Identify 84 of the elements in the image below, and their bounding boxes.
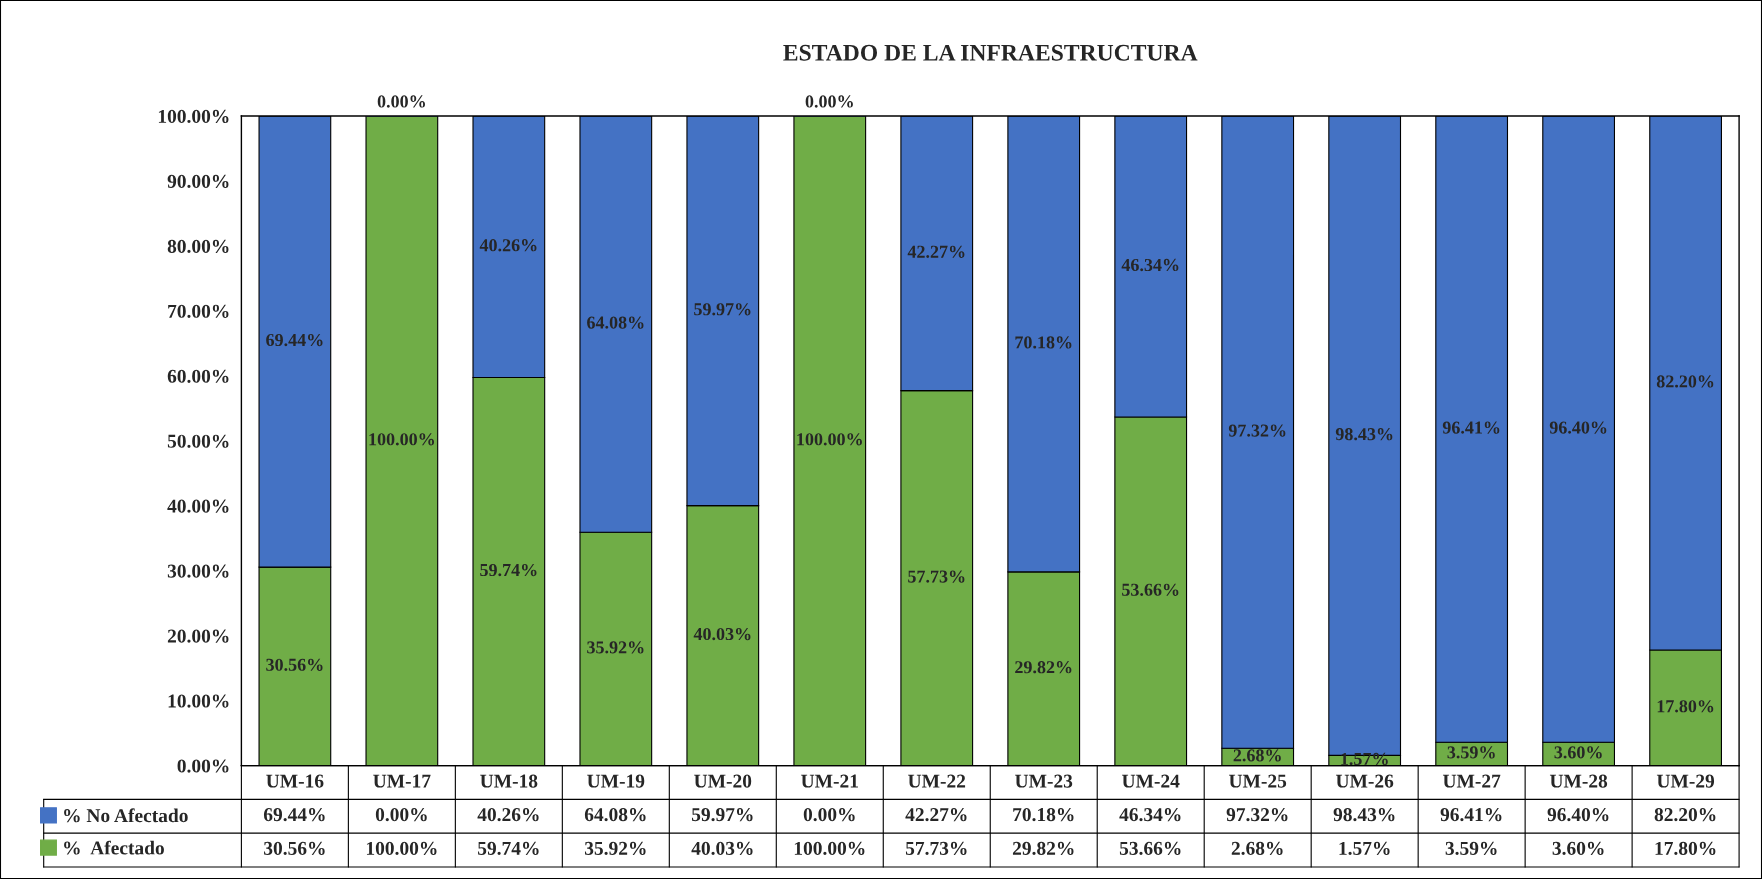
data-label: 59.97%: [691, 808, 753, 822]
text: 2.68%: [1233, 749, 1281, 762]
text: 3.59%: [1447, 746, 1495, 759]
y-tick-label: 50.00%: [167, 434, 229, 448]
y-tick-label: 100.00%: [158, 109, 229, 124]
data-label: 40.03%: [691, 841, 753, 856]
text: 46.34%: [1121, 258, 1179, 272]
data-label: 29.82%: [1012, 841, 1074, 856]
data-label: 69.44%: [263, 808, 325, 822]
text: 97.32%: [1228, 424, 1286, 437]
text: 40.03%: [693, 627, 751, 641]
data-label: 30.56%: [264, 841, 325, 856]
text: 30.56%: [266, 658, 323, 671]
data-label: 96.40%: [1547, 808, 1609, 822]
text: 96.41%: [1442, 421, 1500, 434]
x-tick-label: UM-25: [1229, 774, 1287, 788]
text: 29.82%: [1015, 661, 1072, 674]
x-tick-label: UM-18: [480, 774, 538, 788]
data-label: 3.59%: [1445, 841, 1497, 856]
data-label: 46.34%: [1119, 808, 1181, 822]
chart-title: ESTADO DE LA INFRAESTRUCTURA: [783, 44, 1198, 61]
data-label: 2.68%: [1231, 841, 1283, 856]
y-tick-label: 60.00%: [167, 369, 229, 383]
text: 82.20%: [1656, 375, 1714, 388]
data-label: 53.66%: [1119, 841, 1181, 856]
x-tick-label: UM-23: [1015, 774, 1073, 788]
x-tick-label: UM-19: [587, 774, 645, 788]
data-label: 17.80%: [1655, 841, 1716, 856]
y-tick-label: 10.00%: [168, 694, 229, 708]
text: 42.27%: [907, 245, 965, 258]
text: 0.00%: [805, 95, 853, 108]
data-label: 0.00%: [375, 808, 427, 822]
text: 64.08%: [587, 316, 644, 329]
text: 59.97%: [694, 303, 751, 316]
x-tick-label: UM-26: [1335, 774, 1394, 788]
data-label: 100.00%: [794, 841, 865, 856]
text: 100.00%: [369, 433, 435, 446]
data-label: 97.32%: [1226, 808, 1288, 822]
y-tick-label: 20.00%: [167, 629, 229, 643]
data-label: 70.18%: [1013, 808, 1074, 822]
data-label: 57.73%: [905, 841, 967, 856]
text: 53.66%: [1122, 583, 1179, 596]
text: 98.43%: [1335, 428, 1393, 441]
x-tick-label: UM-24: [1122, 774, 1180, 788]
data-label: 3.60%: [1552, 841, 1604, 856]
data-label: 35.92%: [584, 841, 646, 856]
text: 0.00%: [377, 95, 425, 108]
text: 3.60%: [1554, 746, 1602, 759]
x-tick-label: UM-28: [1549, 774, 1608, 788]
y-tick-label: 70.00%: [168, 304, 229, 318]
y-tick-label: 30.00%: [167, 564, 229, 578]
legend-label: % No Afectado: [64, 808, 188, 823]
legend-label: % Afectado: [64, 840, 164, 855]
data-label: 42.27%: [905, 808, 967, 822]
x-tick-label: UM-21: [801, 774, 858, 788]
x-tick-label: UM-17: [373, 774, 431, 788]
data-label: 0.00%: [803, 808, 855, 822]
y-tick-label: 0.00%: [177, 759, 229, 773]
text: 69.44%: [266, 333, 323, 347]
text: 17.80%: [1657, 700, 1714, 713]
x-tick-label: UM-16: [266, 774, 324, 788]
text: 100.00%: [797, 433, 862, 446]
data-label: 64.08%: [584, 808, 646, 822]
y-tick-label: 40.00%: [167, 499, 229, 513]
text: 1.57%: [1341, 752, 1388, 766]
data-label: 98.43%: [1333, 808, 1395, 822]
data-label: 40.26%: [477, 808, 539, 822]
data-label: 82.20%: [1654, 808, 1716, 822]
text: 57.73%: [908, 570, 965, 583]
text: 96.40%: [1549, 421, 1607, 434]
x-tick-label: UM-29: [1656, 774, 1715, 788]
x-tick-label: UM-27: [1442, 774, 1501, 788]
x-tick-label: UM-22: [908, 774, 966, 788]
x-tick-label: UM-20: [694, 774, 752, 788]
data-label: 96.41%: [1440, 808, 1502, 822]
data-label: 100.00%: [366, 841, 437, 856]
text: 35.92%: [587, 641, 644, 654]
data-label: 1.57%: [1339, 841, 1390, 856]
y-tick-label: 80.00%: [167, 239, 229, 253]
data-label: 59.74%: [478, 841, 539, 856]
y-tick-label: 90.00%: [167, 174, 229, 189]
text: 70.18%: [1015, 336, 1072, 349]
text: 40.26%: [479, 239, 537, 252]
text: 59.74%: [480, 563, 537, 577]
